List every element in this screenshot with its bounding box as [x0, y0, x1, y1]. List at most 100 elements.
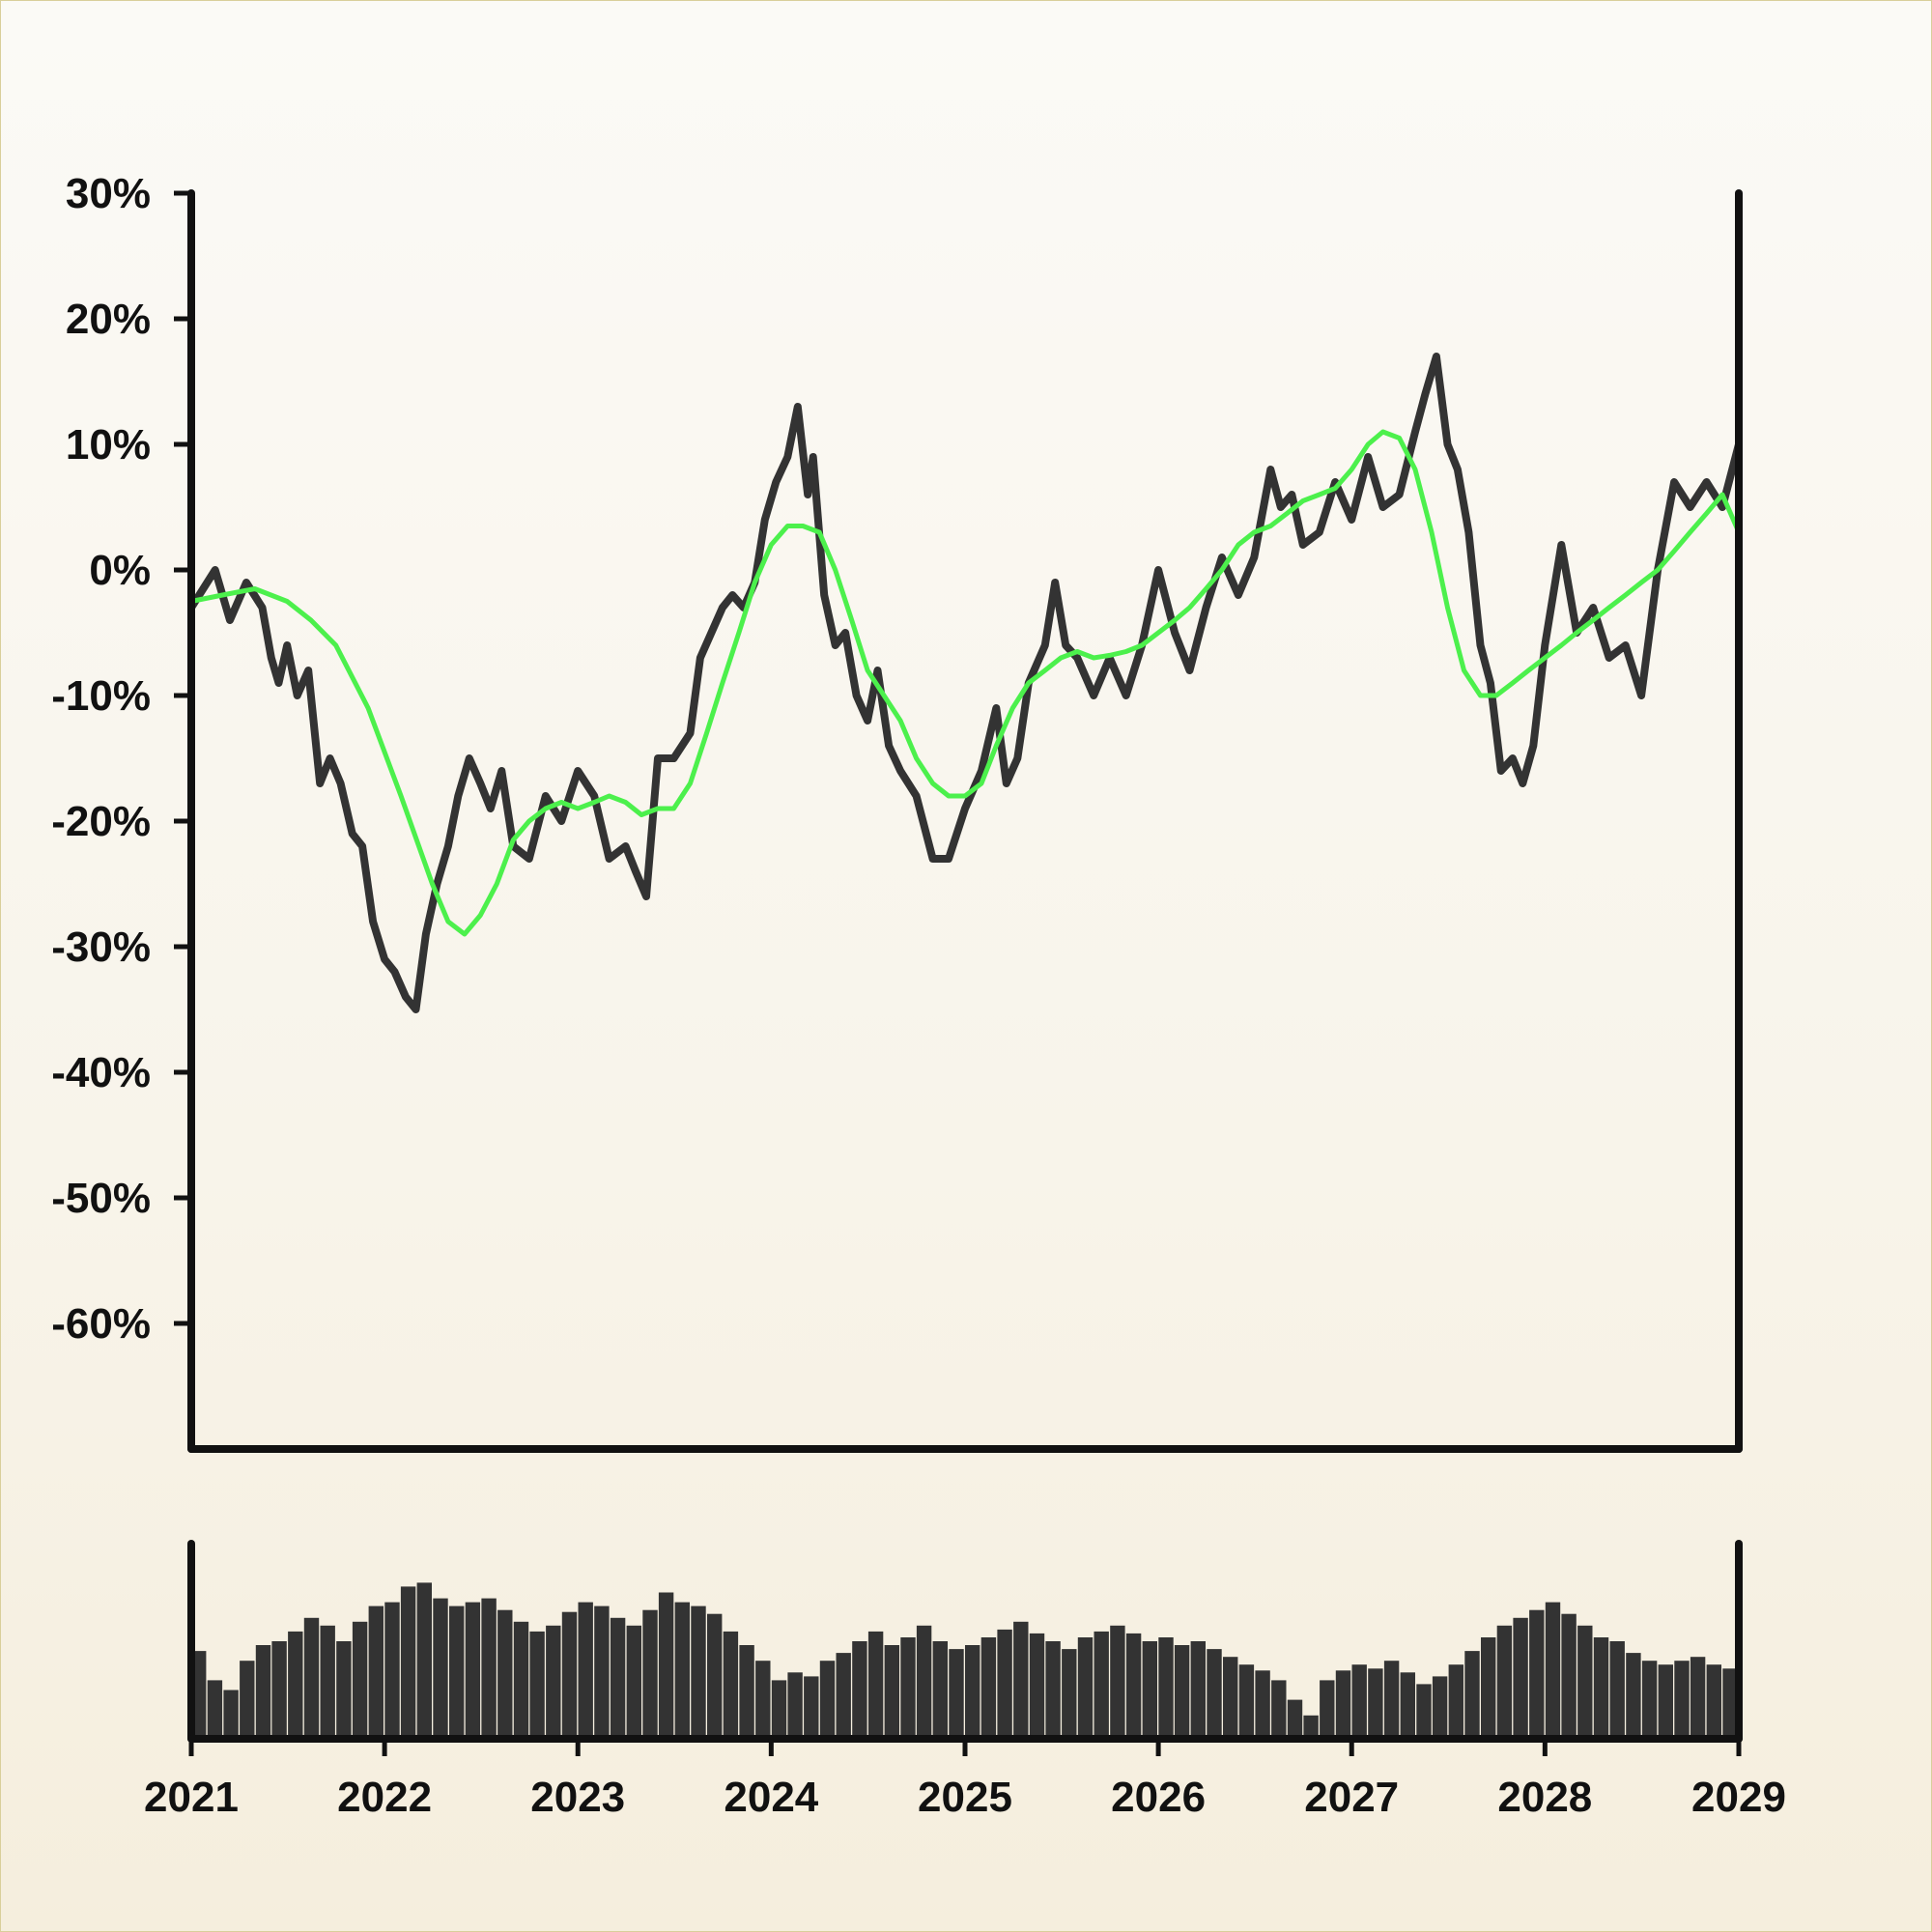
volume-bar: [1142, 1641, 1157, 1739]
price-panel: 30% 20% 10% 0% -10% -20% -30% -40% -50% -60%: [51, 170, 1743, 1453]
volume-bar: [642, 1609, 658, 1739]
x-tick-group: 2021 2022 2023 2024 2025 2026 2027 2028 2029: [144, 1739, 1786, 1821]
volume-bar: [368, 1605, 384, 1739]
y-tick-label: 10%: [66, 421, 151, 469]
x-tick-label: 2025: [918, 1774, 1012, 1821]
moving-average-line: [188, 429, 1742, 937]
volume-bar: [884, 1645, 899, 1739]
volume-bar: [1432, 1676, 1448, 1739]
volume-bar: [1238, 1664, 1255, 1739]
volume-bar: [1529, 1609, 1545, 1739]
y-tick-label: -50%: [51, 1175, 151, 1222]
volume-bar: [1303, 1715, 1319, 1739]
volume-bar: [771, 1680, 787, 1739]
volume-bar: [1029, 1633, 1045, 1739]
volume-bar: [997, 1629, 1012, 1739]
volume-bar: [497, 1609, 513, 1739]
volume-bar: [949, 1649, 964, 1739]
volume-bar: [303, 1617, 320, 1739]
volume-bar: [1110, 1625, 1125, 1739]
volume-bar: [1045, 1641, 1061, 1739]
x-tick-label: 2024: [724, 1774, 818, 1821]
volume-bar: [240, 1661, 255, 1739]
price-line: [187, 353, 1743, 1013]
volume-bar: [787, 1672, 803, 1739]
volume-bar: [1513, 1617, 1528, 1739]
volume-bar: [867, 1631, 884, 1739]
volume-bar: [707, 1613, 723, 1739]
volume-bar: [1464, 1651, 1480, 1739]
volume-bar: [691, 1605, 706, 1739]
volume-bar: [916, 1625, 932, 1739]
volume-bar: [352, 1621, 368, 1739]
volume-bar: [336, 1641, 352, 1739]
volume-bar: [1351, 1664, 1367, 1739]
volume-bars: [191, 1582, 1738, 1739]
volume-bar: [384, 1602, 400, 1739]
y-tick-label: -10%: [51, 672, 151, 720]
y-tick-label: 30%: [66, 170, 151, 217]
volume-bar: [594, 1605, 610, 1739]
volume-bar: [819, 1661, 836, 1739]
x-tick-label: 2026: [1111, 1774, 1206, 1821]
volume-bar: [1062, 1649, 1077, 1739]
volume-bar: [1448, 1664, 1463, 1739]
volume-bar: [658, 1592, 674, 1739]
price-axes: [187, 189, 1743, 1453]
volume-bar: [416, 1582, 432, 1739]
volume-bar: [1174, 1645, 1190, 1739]
volume-bar: [1481, 1637, 1496, 1739]
volume-bar: [449, 1605, 465, 1739]
volume-bar: [1706, 1664, 1721, 1739]
volume-bar: [433, 1598, 448, 1739]
volume-bar: [513, 1621, 529, 1739]
volume-bar: [561, 1611, 578, 1739]
volume-bar: [207, 1680, 223, 1739]
volume-bar: [271, 1641, 287, 1739]
volume-bar: [1641, 1661, 1658, 1739]
volume-panel: 2021 2022 2023 2024 2025 2026 2027 2028 2029: [144, 1540, 1786, 1821]
x-tick-label: 2023: [530, 1774, 625, 1821]
volume-bar: [1094, 1631, 1109, 1739]
y-tick-label: -60%: [51, 1300, 151, 1348]
volume-bar: [1383, 1661, 1400, 1739]
volume-bar: [481, 1598, 497, 1739]
volume-bar: [804, 1676, 819, 1739]
volume-bar: [1190, 1641, 1206, 1739]
volume-bar: [900, 1637, 916, 1739]
volume-bar: [723, 1631, 739, 1739]
y-tick-label: -30%: [51, 923, 151, 971]
volume-bar: [465, 1602, 481, 1739]
volume-bar: [932, 1641, 948, 1739]
volume-bar: [965, 1645, 980, 1739]
volume-bar: [1255, 1670, 1270, 1739]
volume-bar: [739, 1645, 754, 1739]
volume-bar: [529, 1631, 545, 1739]
volume-bar: [223, 1690, 239, 1739]
volume-bar: [980, 1637, 997, 1739]
volume-bar: [836, 1653, 851, 1739]
y-tick-label: 20%: [66, 296, 151, 343]
volume-bar: [1320, 1680, 1335, 1739]
y-tick-label: -20%: [51, 798, 151, 845]
x-tick-label: 2028: [1497, 1774, 1592, 1821]
volume-bar: [1223, 1657, 1238, 1739]
volume-bar: [1690, 1657, 1706, 1739]
volume-bar: [626, 1625, 641, 1739]
volume-bar: [1545, 1602, 1561, 1739]
volume-bar: [1609, 1641, 1625, 1739]
volume-bar: [1335, 1670, 1351, 1739]
x-tick-label: 2029: [1691, 1774, 1786, 1821]
y-tick-label: -40%: [51, 1049, 151, 1096]
x-tick-label: 2022: [337, 1774, 432, 1821]
volume-bar: [400, 1586, 416, 1739]
volume-bar: [1013, 1621, 1029, 1739]
volume-bar: [1271, 1680, 1287, 1739]
volume-bar: [1626, 1653, 1641, 1739]
volume-bar: [320, 1625, 335, 1739]
volume-bar: [1207, 1649, 1222, 1739]
volume-bar: [1577, 1625, 1593, 1739]
volume-bar: [255, 1645, 271, 1739]
volume-bar: [1722, 1668, 1738, 1739]
